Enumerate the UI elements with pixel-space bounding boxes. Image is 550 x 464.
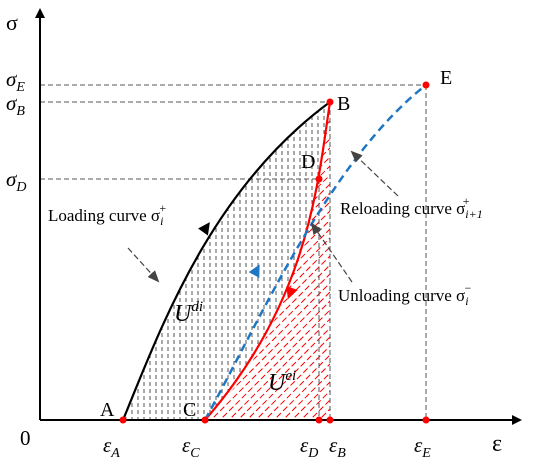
sigma-e-label: σE [6,67,25,95]
hatch-line [489,90,550,430]
hatch-line [498,90,550,430]
hatch-line [453,90,550,430]
hatch-line [290,102,330,420]
hatch-line [326,102,330,420]
reloading-leader-arrow [350,150,399,197]
hatch-line [205,102,330,420]
hatch-line [205,102,330,420]
loading-leader-arrow [127,247,160,283]
hatch-line [372,90,550,430]
eps-e-marker [422,416,430,424]
hatch-line [205,102,254,420]
point-d-label: D [301,151,315,173]
hatch-line [507,90,550,430]
reloading-curve-label: Reloading curve σi+1+ [340,194,483,221]
hatch-line [205,102,330,420]
eps-e-label: εE [414,433,431,461]
hatch-line [408,90,550,430]
hatch-line [205,102,330,420]
key-points [119,81,430,424]
point-d-marker [315,175,323,183]
guide-lines [40,84,427,420]
hatch-line [462,90,550,430]
hatch-line [317,102,330,420]
hatch-line [390,90,550,430]
point-c-marker [201,416,209,424]
hatch-line [205,102,218,420]
hatch-line [345,90,550,430]
reloading-direction-arrow [248,264,260,278]
hatch-line [254,102,330,420]
dissipated-energy-label: Udi [174,299,203,327]
point-e-marker [422,81,430,89]
eps-d-label: εD [300,433,318,461]
point-e-label: E [440,67,452,89]
hatch-line [480,90,550,430]
hatch-line [354,90,550,430]
unloading-curve-label: Unloading curve σi− [338,281,472,308]
unloading-curve [204,101,332,421]
eps-a-label: εA [103,433,120,461]
hatch-line [205,102,330,420]
hatch-line [417,90,550,430]
elastic-energy-label: Uei [268,368,296,396]
hatch-line [543,90,550,430]
hatch-line [209,102,330,420]
point-c-label: C [183,399,196,421]
reloading-curve [203,84,427,421]
hatch-line [281,102,330,420]
hatch-line [205,102,330,420]
hatch-line [0,90,199,430]
x-tick-labels: εA εC εD εB εE [103,433,431,461]
point-a-label: A [100,399,115,421]
hatch-line [399,90,550,430]
hatch-line [205,102,236,420]
sigma-b-label: σB [6,91,25,119]
point-b-label: B [337,93,350,115]
hatch-line [534,90,550,430]
hatch-line [205,102,330,420]
point-a-marker [119,416,127,424]
y-axis-label: σ [6,10,18,35]
hatch-line [426,90,550,430]
hatch-line [205,102,245,420]
sigma-d-label: σD [6,167,26,195]
hatch-line [525,90,550,430]
hatch-line [205,102,299,420]
eps-d-marker [315,416,323,424]
hatch-line [363,90,550,430]
hatch-line [263,102,330,420]
hatch-line [381,90,550,430]
unloading-leader-arrow [310,222,353,283]
point-b-marker [326,98,334,106]
loading-direction-arrow [198,222,210,236]
hatch-line [308,102,330,420]
x-axis-label: ε [492,431,502,457]
loading-curve [121,101,331,421]
hatch-line [205,102,330,420]
hatch-line [272,102,330,420]
hatch-line [444,90,550,430]
hatch-line [516,90,550,430]
origin-label: 0 [20,426,31,450]
unloading-direction-arrow [286,285,298,300]
eps-b-marker [326,416,334,424]
hatch-line [471,90,550,430]
hatch-line [205,102,209,420]
hatch-line [205,102,330,420]
eps-c-label: εC [182,433,200,461]
loading-curve-label: Loading curve σi+ [48,201,166,228]
hatch-line [299,102,330,420]
hatch-line [435,90,550,430]
hatch-line [336,90,550,430]
eps-b-label: εB [329,433,346,461]
hatch-line [205,102,330,420]
y-tick-labels: σE σB σD [6,67,26,195]
point-labels: A C B D E [100,67,452,421]
